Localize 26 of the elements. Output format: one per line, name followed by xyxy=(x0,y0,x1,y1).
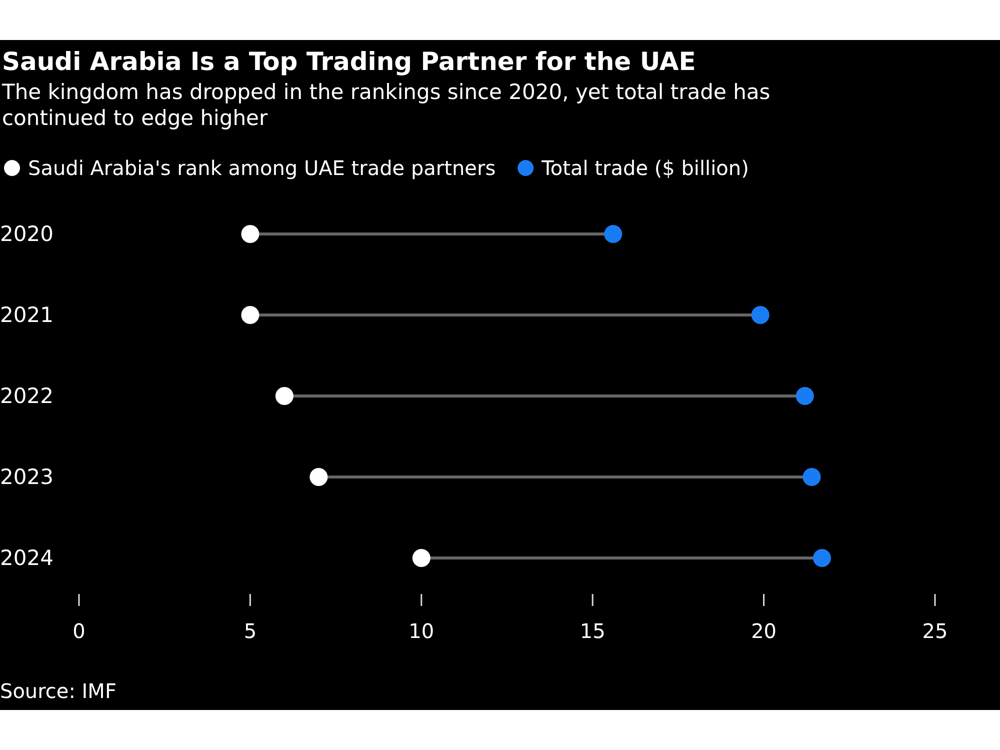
chart-title: Saudi Arabia Is a Top Trading Partner for the UAE xyxy=(2,47,696,76)
legend-label: Saudi Arabia's rank among UAE trade partners xyxy=(28,156,496,180)
x-tick-label: 20 xyxy=(751,619,777,644)
point xyxy=(412,549,430,567)
y-tick-label: 2023 xyxy=(0,465,54,489)
x-tick-label: 5 xyxy=(244,619,257,644)
source-note: Source: IMF xyxy=(0,679,116,703)
point xyxy=(604,225,622,243)
chart-subtitle: The kingdom has dropped in the rankings since 2020, yet total trade has continued to edge higher xyxy=(1,80,770,130)
point xyxy=(796,387,814,405)
point xyxy=(751,306,770,324)
y-tick-label: 2022 xyxy=(0,384,54,408)
x-tick-label: 10 xyxy=(408,619,434,644)
point xyxy=(813,549,832,567)
point xyxy=(802,468,821,486)
y-tick-label: 2020 xyxy=(0,222,54,246)
point xyxy=(275,387,294,405)
point xyxy=(310,468,328,486)
point xyxy=(241,225,260,243)
x-tick-label: 15 xyxy=(580,619,606,644)
legend-label: Total trade ($ billion) xyxy=(540,156,749,180)
y-tick-label: 2021 xyxy=(0,303,54,327)
x-tick-label: 25 xyxy=(922,619,948,644)
point xyxy=(241,306,260,324)
x-tick-label: 0 xyxy=(72,619,86,644)
y-tick-label: 2024 xyxy=(0,546,54,570)
